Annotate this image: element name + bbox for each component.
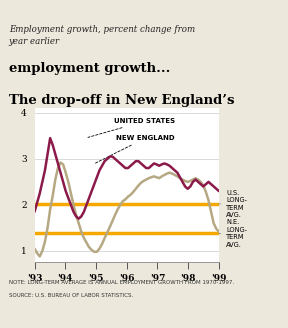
Text: Employment growth, percent change from
year earlier: Employment growth, percent change from y…	[9, 25, 195, 46]
Text: NOTE: LONG-TERM AVERAGE IS ANNUAL EMPLOYMENT GROWTH FROM 1970-1997.: NOTE: LONG-TERM AVERAGE IS ANNUAL EMPLOY…	[9, 280, 234, 285]
Text: N.E.
LONG-
TERM
AVG.: N.E. LONG- TERM AVG.	[226, 219, 247, 248]
Text: employment growth...: employment growth...	[9, 62, 170, 75]
Text: SOURCE: U.S. BUREAU OF LABOR STATISTICS.: SOURCE: U.S. BUREAU OF LABOR STATISTICS.	[9, 294, 133, 298]
Text: NEW ENGLAND: NEW ENGLAND	[95, 135, 175, 163]
Text: The drop-off in New England’s: The drop-off in New England’s	[9, 93, 234, 107]
Text: U.S.
LONG-
TERM
AVG.: U.S. LONG- TERM AVG.	[226, 190, 247, 218]
Text: UNITED STATES: UNITED STATES	[88, 118, 176, 137]
